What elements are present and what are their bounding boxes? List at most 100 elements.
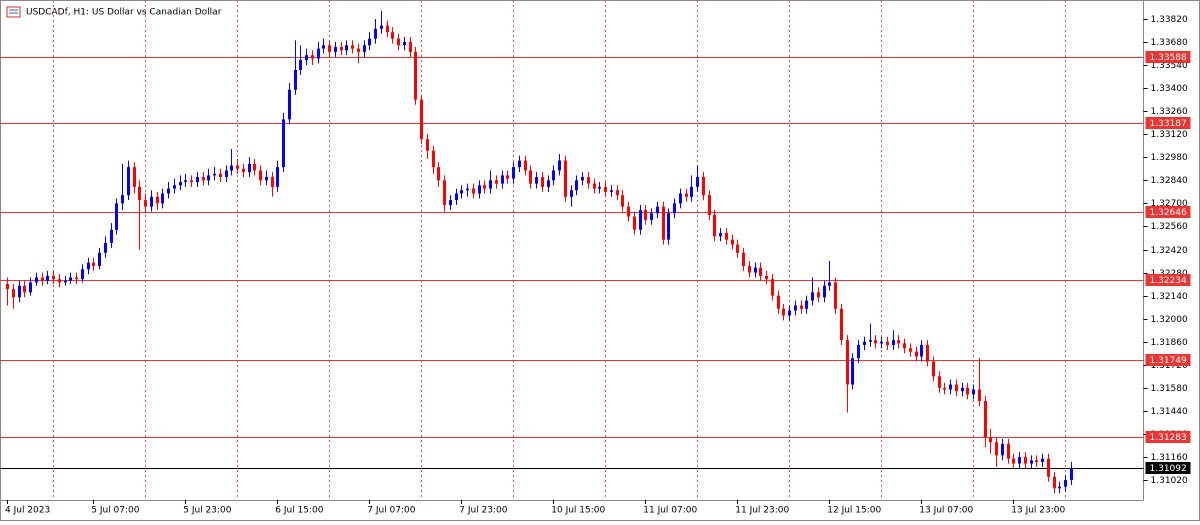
candle-body — [196, 177, 199, 182]
candle-body — [932, 361, 935, 377]
candle-body — [455, 193, 458, 201]
candle-body — [69, 277, 72, 281]
candle-body — [190, 180, 193, 182]
candle-body — [869, 340, 872, 342]
y-tick-label: 1.33680 — [1151, 38, 1188, 48]
candle-body — [920, 345, 923, 357]
candle-body — [127, 167, 130, 196]
candle-body — [552, 170, 555, 181]
candle-body — [633, 216, 636, 230]
candle-body — [846, 340, 849, 385]
candle-body — [558, 160, 561, 171]
candle-body — [840, 308, 843, 341]
candle-body — [340, 46, 343, 51]
candle-body — [167, 188, 170, 194]
candle-body — [1012, 458, 1015, 464]
candle-body — [886, 341, 889, 346]
candle-body — [420, 99, 423, 140]
candle-body — [771, 279, 774, 296]
candle-body — [915, 351, 918, 357]
candle-body — [667, 213, 670, 240]
candle-body — [938, 376, 941, 388]
level-label: 1.31283 — [1150, 433, 1187, 443]
candle-body — [472, 188, 475, 194]
y-tick-label: 1.32560 — [1151, 222, 1188, 232]
candle-body — [972, 389, 975, 395]
chart-title: USDCADf, H1: US Dollar vs Canadian Dolla… — [26, 8, 222, 18]
candle-body — [696, 177, 699, 187]
level-box — [1145, 354, 1191, 366]
candle-body — [863, 341, 866, 346]
candle-body — [650, 213, 653, 220]
candle-body — [547, 180, 550, 187]
candle-body — [673, 203, 676, 214]
candle-body — [788, 310, 791, 316]
y-tick-label: 1.32840 — [1151, 176, 1188, 186]
candle-body — [328, 45, 331, 52]
candle-body — [12, 289, 15, 298]
y-tick-label: 1.33400 — [1151, 84, 1188, 94]
level-box — [1145, 431, 1191, 443]
candle-body — [610, 190, 613, 192]
candle-body — [501, 175, 504, 184]
candle-body — [570, 190, 573, 197]
candle-body — [593, 183, 596, 189]
candle-body — [478, 185, 481, 194]
candle-body — [742, 252, 745, 266]
candle-body — [449, 200, 452, 206]
x-tick-label: 10 Jul 15:00 — [551, 506, 605, 516]
level-label: 1.33187 — [1150, 119, 1187, 129]
candle-body — [800, 305, 803, 309]
candle-body — [805, 300, 808, 309]
candle-body — [299, 60, 302, 70]
level-box — [1145, 206, 1191, 218]
candle-body — [380, 25, 383, 29]
candle-body — [656, 206, 659, 214]
candle-body — [1070, 468, 1073, 481]
candle-body — [276, 167, 279, 187]
candle-body — [1053, 476, 1056, 489]
candle-body — [880, 341, 883, 344]
x-tick-label: 7 Jul 07:00 — [367, 506, 416, 516]
candle-body — [104, 242, 107, 253]
candle-body — [512, 167, 515, 179]
candle-body — [639, 209, 642, 230]
candle-body — [253, 163, 256, 171]
candle-body — [604, 186, 607, 192]
y-tick-label: 1.31440 — [1151, 407, 1188, 417]
candle-body — [345, 45, 348, 51]
candle-body — [374, 28, 377, 39]
candle-body — [897, 340, 900, 344]
candle-body — [713, 214, 716, 237]
candle-body — [1030, 460, 1033, 464]
candle-body — [535, 177, 538, 184]
candle-body — [29, 282, 32, 293]
candle-body — [782, 308, 785, 316]
candle-body — [294, 69, 297, 90]
candle-body — [1047, 458, 1050, 477]
candle-body — [828, 282, 831, 286]
candle-body — [242, 168, 245, 173]
candle-body — [409, 41, 412, 52]
candle-body — [834, 282, 837, 309]
level-label: 1.32234 — [1150, 276, 1187, 286]
candle-body — [282, 119, 285, 168]
candle-body — [230, 165, 233, 171]
candle-body — [225, 170, 228, 178]
candle-body — [495, 180, 498, 184]
candle-body — [144, 200, 147, 207]
x-tick-label: 7 Jul 23:00 — [459, 506, 508, 516]
candle-body — [92, 262, 95, 266]
candle-body — [161, 193, 164, 204]
candle-body — [1035, 460, 1038, 462]
candle-body — [518, 160, 521, 168]
candle-body — [765, 275, 768, 280]
candle-body — [1001, 443, 1004, 456]
candle-body — [150, 196, 153, 207]
candle-body — [351, 45, 354, 49]
candle-body — [1018, 457, 1021, 464]
y-tick-label: 1.33540 — [1151, 61, 1188, 71]
candle-body — [81, 269, 84, 280]
x-tick-label: 5 Jul 07:00 — [91, 506, 140, 516]
